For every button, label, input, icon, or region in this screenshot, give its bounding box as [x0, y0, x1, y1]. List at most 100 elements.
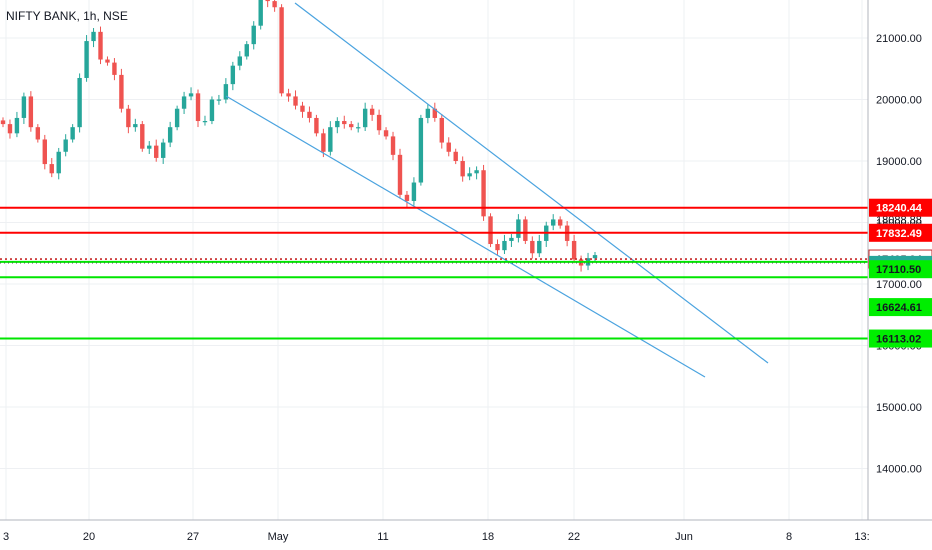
- candle-body: [335, 121, 340, 128]
- candle-body: [551, 219, 556, 226]
- candle-body: [495, 244, 500, 251]
- candle-body: [557, 219, 563, 226]
- candle-body: [251, 25, 256, 45]
- candle-body: [105, 59, 110, 63]
- candle-body: [571, 240, 577, 260]
- x-tick-label: 3: [3, 531, 9, 543]
- candle-body: [418, 117, 424, 183]
- channel-lower-trendline[interactable]: [225, 95, 706, 378]
- candles: [0, 0, 598, 272]
- price-level-label: 16624.61: [876, 302, 922, 314]
- x-tick-label: 18: [482, 531, 494, 543]
- candle-body: [202, 121, 208, 123]
- x-tick-label: 20: [83, 531, 95, 543]
- candle-body: [356, 127, 361, 129]
- candle-body: [467, 173, 472, 177]
- x-tick-label: 13:: [854, 531, 869, 543]
- candle-body: [21, 96, 27, 118]
- y-tick-label: 14000.00: [876, 464, 922, 476]
- candle-body: [7, 124, 13, 134]
- price-level-badge: [869, 298, 932, 317]
- x-tick-label: 8: [786, 531, 792, 543]
- candle-body: [307, 111, 312, 118]
- y-tick-label: 17000.00: [876, 279, 922, 291]
- channel-upper-trendline[interactable]: [294, 2, 769, 364]
- candle-body: [230, 65, 236, 85]
- candle-body: [133, 124, 138, 128]
- candle-body: [481, 170, 486, 217]
- trendlines: [225, 2, 769, 378]
- candle-body: [446, 142, 451, 152]
- candle-body: [404, 194, 410, 201]
- time-axis[interactable]: 3 20 27 May 11 18 22 Jun 8 13:: [3, 531, 870, 543]
- candle-body: [453, 151, 458, 161]
- candle-body: [244, 44, 249, 57]
- candle-body: [42, 139, 47, 165]
- candle-body: [70, 127, 75, 140]
- candle-body: [397, 154, 403, 195]
- candle-body: [237, 56, 242, 66]
- candle-body: [390, 136, 396, 155]
- candle-body: [314, 117, 319, 134]
- grid: [0, 0, 868, 520]
- candle-body: [293, 96, 298, 106]
- candle-body: [425, 108, 431, 118]
- candle-body: [14, 117, 20, 134]
- candle-body: [188, 93, 194, 97]
- price-levels: [0, 206, 868, 340]
- candle-body: [349, 124, 354, 128]
- candle-body: [258, 0, 263, 26]
- candle-body: [432, 108, 438, 118]
- candle-body: [411, 182, 417, 201]
- candle-body: [279, 7, 284, 94]
- x-tick-label: 22: [568, 531, 580, 543]
- candle-body: [362, 108, 368, 128]
- candle-body: [328, 127, 333, 152]
- price-level-badge: [869, 260, 932, 279]
- candle-body: [376, 114, 382, 131]
- candle-body: [488, 216, 493, 245]
- candle-body: [439, 117, 444, 143]
- price-level-badge: [869, 329, 932, 348]
- candle-body: [167, 127, 173, 143]
- y-tick-label: 15000.00: [876, 402, 922, 414]
- price-level-label: 17110.50: [876, 264, 921, 276]
- candle-body: [140, 124, 145, 149]
- candle-body: [0, 120, 6, 125]
- candle-body: [112, 62, 117, 75]
- x-tick-label: 11: [377, 531, 388, 543]
- candle-body: [98, 31, 103, 60]
- y-tick-label: 20000.00: [876, 95, 922, 107]
- candle-body: [181, 96, 187, 109]
- candle-body: [265, 0, 270, 2]
- x-tick-label: Jun: [675, 531, 693, 543]
- y-tick-label: 19000.00: [876, 156, 922, 168]
- candle-body: [119, 74, 124, 109]
- price-level-label: 17832.49: [876, 228, 922, 240]
- candle-body: [56, 151, 61, 174]
- hidden-level-label: 18088.88: [876, 215, 922, 227]
- candle-body: [286, 93, 291, 97]
- price-level-badge: [869, 198, 932, 217]
- candle-body: [63, 139, 68, 152]
- candle-body: [154, 145, 159, 158]
- candle-body: [84, 41, 89, 78]
- candle-body: [530, 240, 535, 254]
- y-tick-label: 21000.00: [876, 33, 922, 45]
- candle-body: [460, 161, 465, 177]
- candle-body: [523, 219, 528, 241]
- x-tick-label: 27: [187, 531, 199, 543]
- candle-body: [126, 108, 131, 128]
- price-level-badge: [869, 223, 932, 242]
- candle-body: [195, 93, 201, 122]
- candle-body: [592, 255, 598, 259]
- candle-body: [300, 105, 305, 112]
- price-level-labels: 18088.8818240.4417832.4917405.9417359.50…: [868, 198, 932, 348]
- chart-title: NIFTY BANK, 1h, NSE: [6, 9, 128, 23]
- candle-body: [474, 170, 479, 174]
- candle-body: [342, 121, 347, 125]
- candle-body: [209, 99, 215, 122]
- candle-body: [509, 237, 514, 241]
